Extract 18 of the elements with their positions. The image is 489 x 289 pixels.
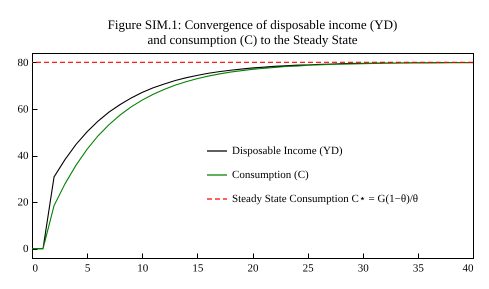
- x-tick-label: 10: [137, 262, 149, 274]
- legend-label: Steady State Consumption C⋆ = G(1−θ)/θ: [232, 193, 418, 205]
- y-tick-label: 40: [18, 150, 29, 162]
- chart-title: Figure SIM.1: Convergence of disposable income (YD) and consumption (C) to the Steady State: [108, 17, 398, 47]
- x-tick-label: 40: [462, 262, 474, 274]
- x-tick-label: 5: [84, 262, 91, 274]
- x-tick-label: 35: [412, 262, 424, 274]
- y-tick-label: 0: [23, 243, 29, 256]
- x-tick-label: 25: [302, 262, 314, 274]
- x-tick-label: 15: [192, 262, 204, 274]
- x-tick-label: 0: [32, 262, 38, 274]
- x-tick-label: 30: [358, 262, 370, 274]
- legend-label: Disposable Income (YD): [232, 145, 343, 157]
- y-tick-label: 20: [18, 196, 29, 209]
- y-tick-label: 80: [18, 56, 29, 69]
- legend-label: Consumption (C): [232, 169, 310, 181]
- x-tick-label: 20: [248, 262, 259, 274]
- y-tick-label: 60: [18, 103, 29, 116]
